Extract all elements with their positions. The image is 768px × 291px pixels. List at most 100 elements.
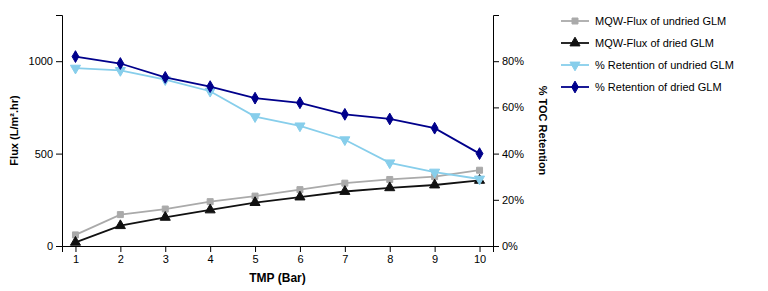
x-axis: 1 2 3 4 5 6 7 8 9 10 [63, 246, 494, 265]
tick-mark [120, 246, 121, 252]
tick: 80% [493, 55, 524, 67]
legend-item: MQW-Flux of undried GLM [561, 15, 726, 27]
point [297, 97, 304, 109]
x-axis-title: TMP (Bar) [249, 271, 305, 285]
tick-label: 4 [208, 253, 214, 265]
tick-mark [56, 154, 62, 155]
point [476, 148, 483, 160]
y-axis: 0 500 1000 [29, 16, 63, 253]
point [115, 220, 125, 229]
tick: 3 [163, 246, 169, 265]
tick-mark [493, 154, 499, 155]
legend: MQW-Flux of undried GLM MQW-Flux of dried… [561, 15, 734, 93]
tick-label: 7 [342, 253, 348, 265]
tick-label: 20% [502, 194, 524, 206]
tick-label: 40% [502, 148, 524, 160]
tick-mark [493, 246, 499, 247]
tick-mark [493, 107, 499, 108]
tick: 40% [493, 148, 524, 160]
point [341, 108, 348, 120]
tick-mark [75, 246, 76, 252]
point [385, 182, 395, 191]
series-line [75, 57, 479, 154]
tick-mark [165, 246, 166, 252]
axis-line [63, 247, 494, 253]
legend-item: % Retention of dried GLM [561, 81, 722, 93]
point [385, 160, 395, 169]
point [430, 179, 440, 188]
tick: 1 [73, 246, 79, 265]
axis-line [494, 16, 500, 247]
tick: 0% [493, 240, 518, 252]
tick-label: 8 [387, 253, 393, 265]
tick-label: 9 [432, 253, 438, 265]
point [250, 197, 260, 206]
legend-marker [572, 81, 579, 93]
tick: 20% [493, 194, 524, 206]
point [430, 169, 440, 178]
point [474, 176, 484, 185]
axis-line [56, 16, 63, 247]
tick-mark [435, 246, 436, 252]
tick-mark [210, 246, 211, 252]
point [295, 191, 305, 200]
point [295, 123, 305, 132]
legend-item: MQW-Flux of dried GLM [561, 37, 714, 49]
chart: 12345678910050010000%20%40%60%80%TMP (Ba… [0, 0, 768, 291]
legend-label: MQW-Flux of undried GLM [595, 15, 726, 27]
tick-label: 6 [297, 253, 303, 265]
tick-label: 2 [118, 253, 124, 265]
tick: 4 [208, 246, 214, 265]
series-line [75, 68, 479, 179]
series [70, 175, 484, 246]
tick-label: 0% [502, 240, 518, 252]
tick-mark [493, 61, 499, 62]
point [117, 212, 123, 218]
tick-label: 1 [73, 253, 79, 265]
point [72, 51, 79, 63]
tick: 10 [474, 246, 486, 265]
tick-mark [345, 246, 346, 252]
y-axis-title: Flux (L/m².hr) [8, 95, 20, 166]
tick: 6 [297, 246, 303, 265]
point [207, 81, 214, 93]
legend-label: MQW-Flux of dried GLM [595, 37, 714, 49]
legend-label: % Retention of undried GLM [595, 59, 734, 71]
tick: 0 [47, 240, 62, 252]
point [205, 204, 215, 213]
y2-axis-title: % TOC Retention [537, 86, 549, 176]
tick-mark [493, 200, 499, 201]
tick-label: 0 [47, 240, 53, 252]
point [477, 167, 483, 173]
tick: 8 [387, 246, 393, 265]
legend-label: % Retention of dried GLM [595, 81, 722, 93]
tick-mark [255, 246, 256, 252]
tick-label: 5 [252, 253, 258, 265]
legend-marker [570, 62, 580, 71]
tick-mark [56, 61, 62, 62]
series-line [75, 170, 479, 235]
tick-mark [480, 246, 481, 252]
tick-mark [390, 246, 391, 252]
tick-mark [300, 246, 301, 252]
point [386, 113, 393, 125]
legend-marker [572, 18, 578, 24]
point [340, 186, 350, 195]
marks [70, 51, 484, 246]
tick: 2 [118, 246, 124, 265]
point [252, 92, 259, 104]
tick-label: 1000 [29, 55, 53, 67]
series-line [75, 180, 479, 242]
point [431, 122, 438, 134]
series [72, 51, 483, 160]
point [340, 137, 350, 146]
point [162, 71, 169, 83]
tick: 5 [252, 246, 258, 265]
legend-item: % Retention of undried GLM [561, 59, 734, 71]
point [70, 65, 80, 74]
tick: 9 [432, 246, 438, 265]
tick-mark [56, 246, 62, 247]
tick: 500 [35, 148, 62, 160]
tick: 1000 [29, 55, 62, 67]
legend-marker [570, 37, 580, 46]
